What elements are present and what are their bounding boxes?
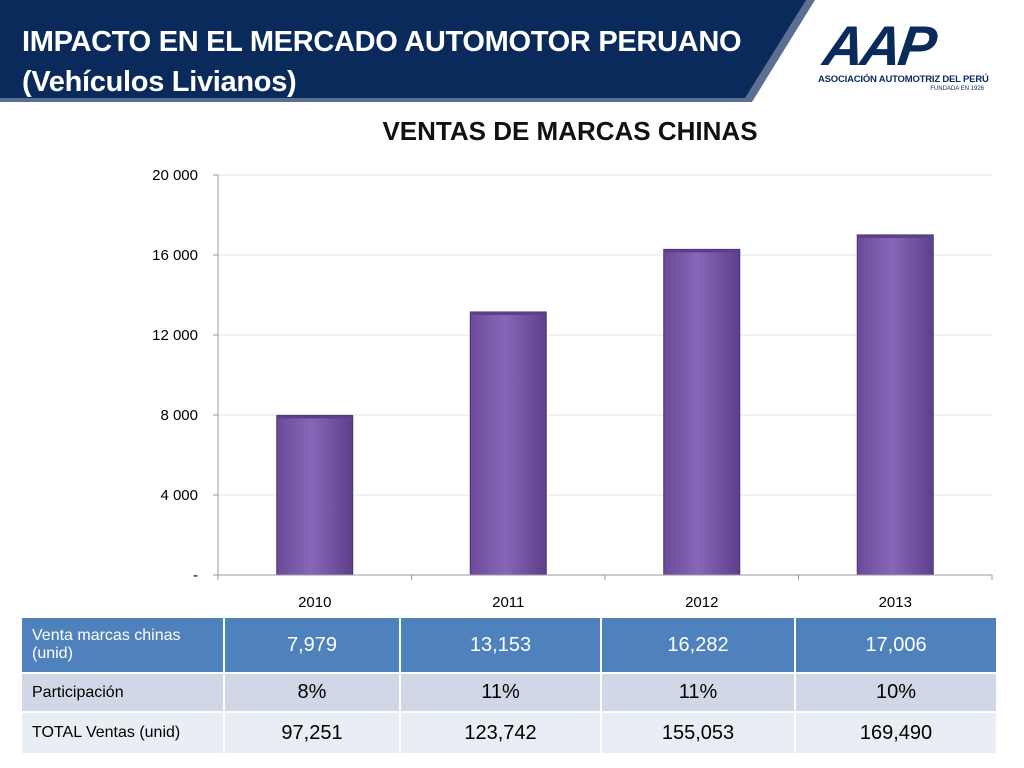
table-cell: 123,742 xyxy=(399,711,602,755)
bar-top-edge xyxy=(276,415,353,419)
bar-top-edge xyxy=(663,249,740,253)
x-tick-label: 2013 xyxy=(879,594,912,611)
table-cell: 17,006 xyxy=(794,616,998,674)
data-table: Venta marcas chinas (unid) 7,979 13,153 … xyxy=(20,616,998,755)
table-row: Venta marcas chinas (unid) 7,979 13,153 … xyxy=(20,616,998,674)
table-cell: 97,251 xyxy=(223,711,401,755)
y-tick-label: 16 000 xyxy=(152,247,198,264)
bar-chart: - 4 000 8 000 12 000 16 000 20 000 2010 2011 201… xyxy=(152,167,993,611)
table-row: Participación 8% 11% 11% 10% xyxy=(20,672,998,713)
y-tick-label: 4 000 xyxy=(160,487,198,504)
table-cell: 11% xyxy=(600,672,796,713)
table-cell: 13,153 xyxy=(399,616,602,674)
y-tick-label: 20 000 xyxy=(152,167,198,184)
axes: - 4 000 8 000 12 000 16 000 20 000 2010 2011 201… xyxy=(152,167,993,611)
bar-top-edge xyxy=(470,311,547,315)
table-cell: 155,053 xyxy=(600,711,796,755)
x-tick-label: 2011 xyxy=(492,594,524,611)
aap-logo: AAP ASOCIACIÓN AUTOMOTRIZ DEL PERÚ FUNDA… xyxy=(818,14,989,96)
bar-top-edge xyxy=(857,234,934,238)
table-cell: 8% xyxy=(223,672,401,713)
bar xyxy=(663,248,741,576)
y-tick-label: 8 000 xyxy=(160,407,198,424)
bar xyxy=(469,311,547,576)
table-cell: 169,490 xyxy=(794,711,998,755)
header-banner: IMPACTO EN EL MERCADO AUTOMOTOR PERUANO … xyxy=(0,0,1024,102)
row-label: Venta marcas chinas (unid) xyxy=(20,616,225,674)
bars xyxy=(276,234,934,576)
row-label: TOTAL Ventas (unid) xyxy=(20,711,225,755)
x-tick-label: 2010 xyxy=(298,594,331,611)
page-title-line2: (Vehículos Livianos) xyxy=(22,66,297,98)
table-cell: 7,979 xyxy=(223,616,401,674)
logo-tagline: FUNDADA EN 1926 xyxy=(930,86,984,92)
y-tick-label: - xyxy=(193,567,198,584)
logo-name: ASOCIACIÓN AUTOMOTRIZ DEL PERÚ xyxy=(818,74,989,85)
table-cell: 11% xyxy=(399,672,602,713)
page-title-line1: IMPACTO EN EL MERCADO AUTOMOTOR PERUANO xyxy=(22,26,742,58)
x-tick-label: 2012 xyxy=(685,594,718,611)
table-row: TOTAL Ventas (unid) 97,251 123,742 155,0… xyxy=(20,711,998,755)
chart-title: VENTAS DE MARCAS CHINAS xyxy=(382,116,758,146)
y-tick-label: 12 000 xyxy=(152,327,198,344)
banner-background xyxy=(0,0,815,102)
bar xyxy=(856,234,934,576)
page-title: IMPACTO EN EL MERCADO AUTOMOTOR PERUANO … xyxy=(22,22,742,102)
bar xyxy=(276,414,354,576)
row-label: Participación xyxy=(20,672,225,713)
table-cell: 16,282 xyxy=(600,616,796,674)
table-cell: 10% xyxy=(794,672,998,713)
